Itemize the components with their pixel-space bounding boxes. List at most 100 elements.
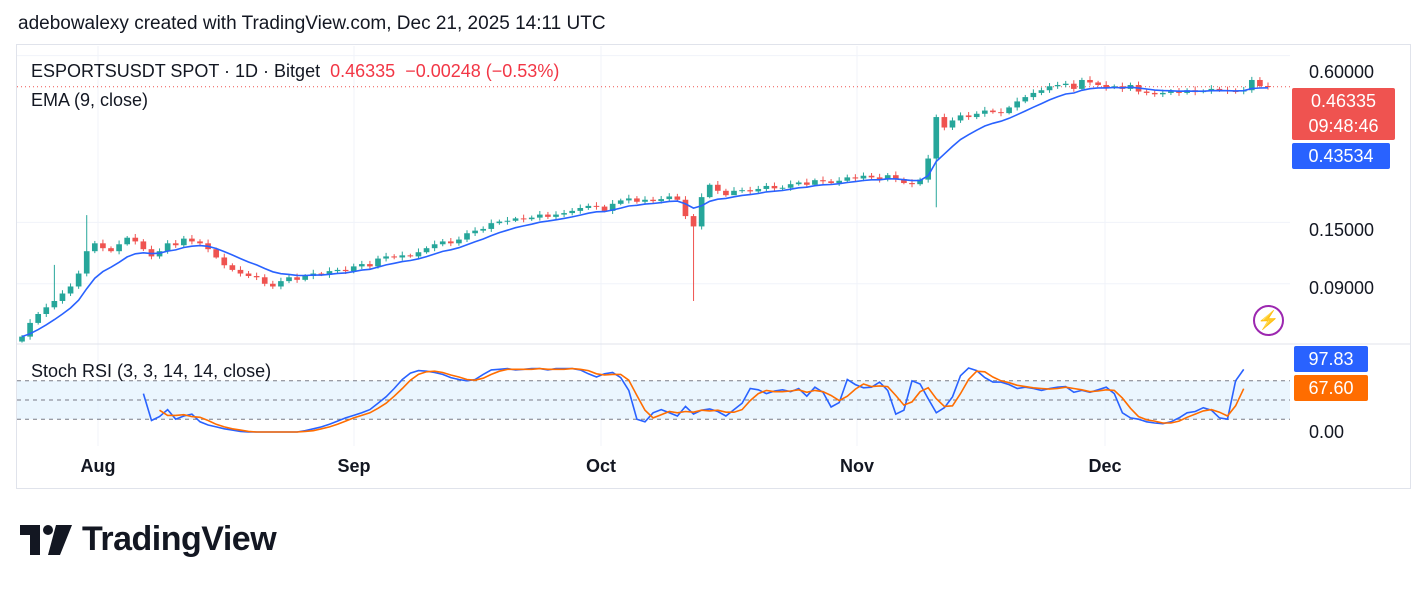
candle-body [342, 269, 349, 272]
candle-body [1079, 79, 1085, 89]
stoch-legend[interactable]: Stoch RSI (3, 3, 14, 14, close) [31, 361, 272, 381]
candle [569, 208, 576, 216]
candle-body [763, 185, 770, 189]
candle [666, 193, 673, 202]
candle-body [698, 197, 705, 227]
candle [625, 194, 632, 204]
candle-body [140, 241, 147, 250]
candle [253, 272, 260, 281]
stoch-d-tag: 67.60 [1294, 375, 1368, 401]
candle-body [998, 112, 1004, 114]
candle [634, 196, 640, 204]
candle-body [812, 180, 818, 185]
symbol-title: ESPORTSUSDT SPOT · 1D · Bitget [31, 61, 321, 81]
candle-body [714, 184, 721, 191]
candle [367, 260, 373, 270]
candle [1079, 77, 1085, 91]
candle-body [852, 177, 859, 179]
candle-body [836, 180, 843, 184]
time-axis-label: Aug [80, 456, 116, 476]
last-price-tag: 0.46335 09:48:46 [1292, 88, 1395, 140]
candle [706, 183, 713, 199]
candle-body [1176, 91, 1182, 93]
candle-body [456, 239, 462, 244]
candle-body [617, 200, 624, 204]
candle-body [334, 269, 341, 272]
lightning-icon[interactable]: ⚡ [1253, 305, 1284, 336]
candle [197, 239, 203, 246]
candle [763, 183, 770, 192]
candle [820, 176, 826, 185]
candle-body [658, 199, 665, 202]
tradingview-logo[interactable]: TradingView [20, 520, 277, 559]
candle [488, 219, 495, 232]
candle-body [901, 179, 907, 184]
candle-body [383, 256, 389, 259]
candle-body [941, 117, 948, 128]
candle [1095, 80, 1101, 87]
candle [755, 185, 762, 194]
candle [27, 319, 33, 340]
candle [957, 112, 964, 123]
candle [520, 214, 527, 223]
candle [245, 271, 252, 279]
chart-frame[interactable] [16, 44, 1411, 489]
candle-body [91, 243, 98, 252]
candle-body [213, 249, 220, 258]
candle-body [67, 286, 74, 294]
candle-body [1046, 86, 1053, 91]
candle-body [876, 177, 883, 180]
last-price: 0.46335 [330, 61, 396, 81]
candle [269, 280, 276, 289]
candle [812, 178, 818, 187]
candle [1103, 81, 1110, 91]
candle [1046, 83, 1053, 93]
candle-body [593, 205, 600, 207]
candle [698, 193, 705, 230]
candle-body [520, 218, 527, 220]
candle-body [318, 273, 325, 275]
candle-body [100, 243, 106, 249]
candle-body [1143, 91, 1150, 93]
candle [124, 236, 131, 246]
candle [512, 216, 519, 222]
candle-body [1038, 90, 1045, 93]
candle-body [892, 175, 899, 180]
candle [536, 210, 543, 221]
tradingview-mark-icon [20, 524, 72, 555]
candle-body [496, 221, 503, 224]
symbol-legend[interactable]: ESPORTSUSDT SPOT · 1D · Bitget 0.46335 −… [31, 61, 559, 82]
candle [1070, 80, 1077, 92]
candle-body [439, 241, 446, 245]
candle-body [731, 190, 737, 196]
candle [803, 178, 810, 188]
candle [407, 253, 414, 258]
candle [286, 274, 292, 284]
candle [981, 106, 988, 117]
candle-body [973, 113, 980, 118]
gridlines [17, 46, 1410, 446]
candle [609, 200, 616, 214]
candle [747, 186, 754, 195]
countdown-tag: 09:48:46 [1308, 116, 1379, 136]
candle-body [1070, 83, 1077, 89]
candle-body [480, 228, 487, 231]
candle-body [1022, 97, 1029, 102]
price-change: −0.00248 (−0.53%) [405, 61, 560, 81]
candle-body [43, 307, 50, 314]
candle-body [820, 180, 826, 182]
ema-legend[interactable]: EMA (9, close) [31, 90, 149, 110]
candle-body [949, 120, 956, 128]
chart-attribution: adebowalexy created with TradingView.com… [18, 13, 606, 34]
candle-body [116, 244, 122, 252]
candle-body [35, 313, 42, 323]
candle [229, 263, 236, 272]
candle [585, 203, 592, 210]
candle-body [59, 293, 66, 301]
candle [43, 303, 50, 317]
candle-body [965, 115, 972, 118]
candle-body [1054, 84, 1061, 87]
tradingview-logo-text: TradingView [82, 520, 277, 558]
candle-body [634, 198, 640, 202]
